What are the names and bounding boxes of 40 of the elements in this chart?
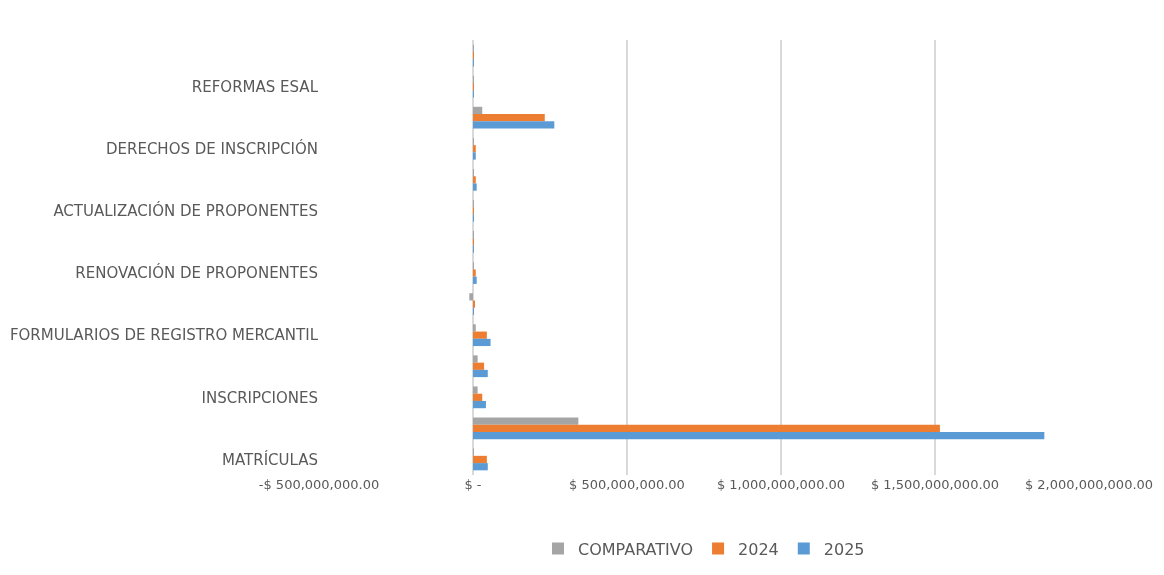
bar (473, 417, 579, 425)
bar (473, 121, 555, 129)
bar (473, 331, 487, 339)
bar (473, 393, 483, 401)
bar (473, 369, 488, 378)
x-tick-label: $ - (464, 477, 482, 492)
bar (473, 152, 476, 160)
bar (473, 114, 545, 122)
bar (473, 455, 487, 464)
bar (473, 324, 476, 332)
x-tick-label: $ 1,000,000,000.00 (716, 477, 846, 492)
x-tick-label: $ 1,500,000,000.00 (870, 477, 1000, 492)
x-tick-label: $ 2,000,000,000.00 (1024, 477, 1154, 492)
bar (473, 106, 483, 115)
x-tick-label: $ 500,000,000.00 (569, 477, 685, 492)
bar (473, 269, 476, 277)
bar (469, 293, 473, 301)
y-tick-label: DERECHOS DE INSCRIPCIÓN (105, 139, 318, 158)
bar (473, 424, 940, 433)
y-tick-label: MATRÍCULAS (222, 449, 318, 469)
bar (473, 400, 486, 409)
y-tick-label: REFORMAS ESAL (191, 77, 319, 96)
legend-label: COMPARATIVO (578, 539, 694, 559)
y-tick-label: RENOVACIÓN DE PROPONENTES (75, 263, 318, 283)
legend-label: 2024 (738, 539, 779, 559)
bar (473, 276, 477, 284)
bar (473, 183, 477, 191)
y-tick-label: ACTUALIZACIÓN DE PROPONENTES (53, 201, 318, 221)
bar (473, 463, 488, 471)
bar (473, 355, 478, 363)
bar (473, 176, 476, 184)
bar (473, 362, 485, 370)
x-tick-label: -$ 500,000,000.00 (258, 477, 380, 492)
bar (473, 432, 1045, 440)
y-tick-label: FORMULARIOS DE REGISTRO MERCANTIL (9, 326, 319, 345)
bar (473, 386, 478, 394)
bar (473, 145, 476, 153)
bar (473, 338, 491, 347)
legend-label: 2025 (823, 539, 865, 559)
y-tick-label: INSCRIPCIONES (201, 388, 318, 407)
